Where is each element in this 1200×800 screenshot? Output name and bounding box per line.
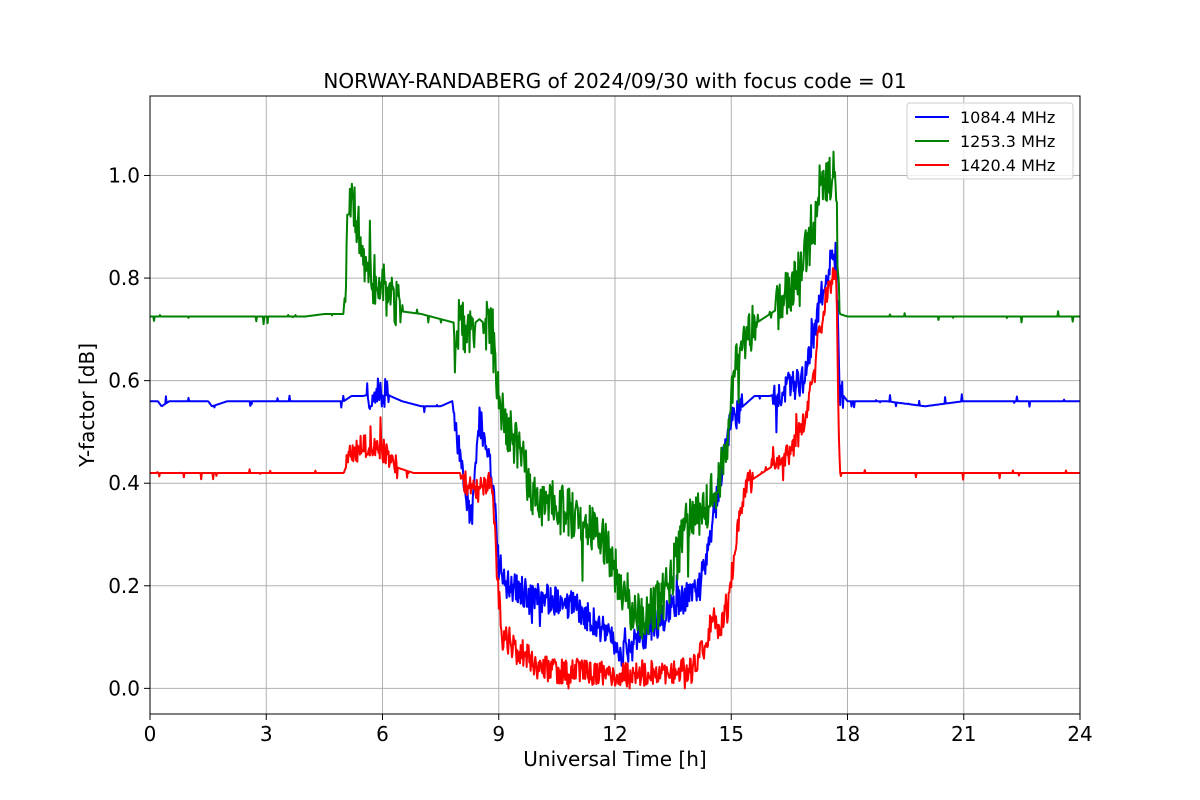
series-lines: [149, 150, 1081, 690]
y-tick-label: 0.6: [108, 369, 140, 393]
y-tick-label: 0.0: [108, 676, 140, 700]
y-tick-label: 1.0: [108, 163, 140, 187]
legend-label: 1253.3 MHz: [960, 132, 1055, 151]
legend-label: 1084.4 MHz: [960, 108, 1055, 127]
x-tick-label: 15: [719, 722, 744, 746]
legend: 1084.4 MHz 1253.3 MHz 1420.4 MHz: [906, 102, 1074, 180]
x-tick-label: 0: [144, 722, 157, 746]
y-tick-label: 0.8: [108, 266, 140, 290]
legend-label: 1420.4 MHz: [960, 156, 1055, 175]
chart-title: NORWAY-RANDABERG of 2024/09/30 with focu…: [323, 69, 906, 93]
x-axis-ticks: 0 3 6 9 12 15 18 21 24: [144, 714, 1093, 746]
x-tick-label: 3: [260, 722, 273, 746]
x-axis-label: Universal Time [h]: [523, 747, 706, 771]
x-tick-label: 6: [376, 722, 389, 746]
x-tick-label: 12: [602, 722, 627, 746]
x-tick-label: 21: [951, 722, 976, 746]
series-line-2: [149, 150, 1081, 640]
legend-box: [906, 102, 1074, 180]
x-tick-label: 18: [835, 722, 860, 746]
x-tick-label: 9: [492, 722, 505, 746]
x-tick-label: 24: [1067, 722, 1092, 746]
series-line-3: [149, 267, 1081, 690]
series-line-1: [149, 241, 1081, 667]
y-axis-label: Y-factor [dB]: [75, 343, 99, 468]
y-tick-label: 0.2: [108, 574, 140, 598]
y-tick-label: 0.4: [108, 471, 140, 495]
y-axis-ticks: 0.0 0.2 0.4 0.6 0.8 1.0: [108, 163, 150, 700]
